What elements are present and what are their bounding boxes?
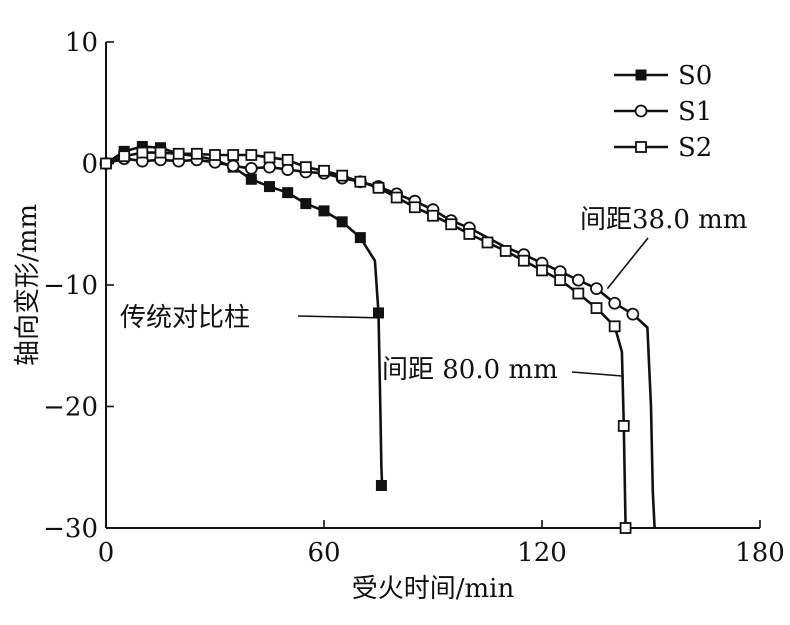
series-line-S2 xyxy=(105,151,627,529)
x-tick-label: 0 xyxy=(98,538,115,568)
data-point-S2 xyxy=(536,264,548,277)
data-point-S1 xyxy=(626,307,640,321)
data-point-S2 xyxy=(245,149,258,161)
data-point-S2 xyxy=(499,245,512,257)
data-point-S1 xyxy=(571,273,585,287)
data-point-S2 xyxy=(318,164,330,177)
legend-entry-S0: S0 xyxy=(614,61,712,91)
data-point-S2 xyxy=(263,151,276,164)
annotation-leader xyxy=(606,237,649,290)
data-point-S2 xyxy=(190,147,203,160)
data-point-S2 xyxy=(354,175,367,188)
series-line-S1 xyxy=(105,157,656,529)
data-point-S2 xyxy=(608,320,621,333)
data-point-S2 xyxy=(590,302,603,314)
annotation-leader xyxy=(297,315,379,319)
data-point-S0 xyxy=(318,205,330,217)
legend-label: S0 xyxy=(678,61,712,91)
data-point-S2 xyxy=(463,228,476,240)
data-point-legend-S0 xyxy=(635,69,647,81)
data-point-S2 xyxy=(408,201,421,214)
legend-label: S1 xyxy=(678,97,712,127)
series-group xyxy=(99,140,656,534)
legend-entry-S1: S1 xyxy=(614,97,712,127)
data-point-S2 xyxy=(619,522,632,534)
data-point-S2 xyxy=(481,236,494,249)
data-point-S0 xyxy=(373,307,384,319)
data-point-S0 xyxy=(336,216,348,228)
data-point-S2 xyxy=(554,274,567,287)
data-point-S0 xyxy=(264,181,275,193)
data-point-S0 xyxy=(245,173,257,185)
data-point-S2 xyxy=(281,153,294,166)
data-point-S1 xyxy=(244,161,258,175)
annotation-label: 间距38.0 mm xyxy=(580,205,747,235)
data-point-S1 xyxy=(608,296,622,310)
data-point-legend-S2 xyxy=(635,141,647,153)
data-point-S2 xyxy=(172,147,185,160)
data-point-S2 xyxy=(100,157,112,170)
data-point-S2 xyxy=(372,181,385,194)
annotation-label: 间距 80.0 mm xyxy=(382,355,558,385)
data-point-S1 xyxy=(590,282,603,296)
data-point-S1 xyxy=(226,159,240,173)
y-tick-label: 10 xyxy=(65,28,98,58)
series-S1 xyxy=(99,152,656,529)
x-tick-label: 120 xyxy=(517,538,567,568)
series-S2 xyxy=(100,146,632,534)
data-point-S2 xyxy=(227,149,240,161)
y-axis-label: 轴向变形/mm xyxy=(13,204,43,366)
data-point-S2 xyxy=(209,149,221,161)
data-point-S2 xyxy=(336,169,349,182)
data-point-S2 xyxy=(390,191,403,204)
annotation-label: 传统对比柱 xyxy=(120,303,250,333)
data-point-S2 xyxy=(517,254,530,267)
data-point-S2 xyxy=(445,218,458,231)
x-tick-label: 60 xyxy=(307,538,340,568)
y-tick-label: 0 xyxy=(81,150,98,180)
data-point-S0 xyxy=(354,232,366,244)
y-tick-label: −10 xyxy=(43,271,98,301)
data-point-S2 xyxy=(136,146,149,159)
x-tick-label: 180 xyxy=(735,538,785,568)
annotation-leader xyxy=(571,371,624,377)
plot-frame xyxy=(105,42,760,529)
data-point-legend-S1 xyxy=(634,104,648,118)
data-point-S2 xyxy=(118,150,131,163)
legend: S0 S1 S2 xyxy=(614,61,712,163)
data-point-S0 xyxy=(375,479,387,491)
y-tick-label: −30 xyxy=(43,514,98,544)
y-tick-label: −20 xyxy=(43,393,98,423)
data-point-S2 xyxy=(572,287,585,300)
data-point-S2 xyxy=(427,209,439,222)
data-point-S2 xyxy=(617,420,630,432)
data-point-S2 xyxy=(299,161,312,174)
legend-entry-S2: S2 xyxy=(614,133,712,163)
data-point-S2 xyxy=(154,146,167,159)
legend-label: S2 xyxy=(678,133,712,163)
x-axis-label: 受火时间/min xyxy=(352,574,515,604)
data-point-S0 xyxy=(300,198,312,210)
data-point-S0 xyxy=(282,187,294,199)
axis-ticks: 0 60 120 180 10 0 −10 −20 −30 xyxy=(43,28,785,568)
